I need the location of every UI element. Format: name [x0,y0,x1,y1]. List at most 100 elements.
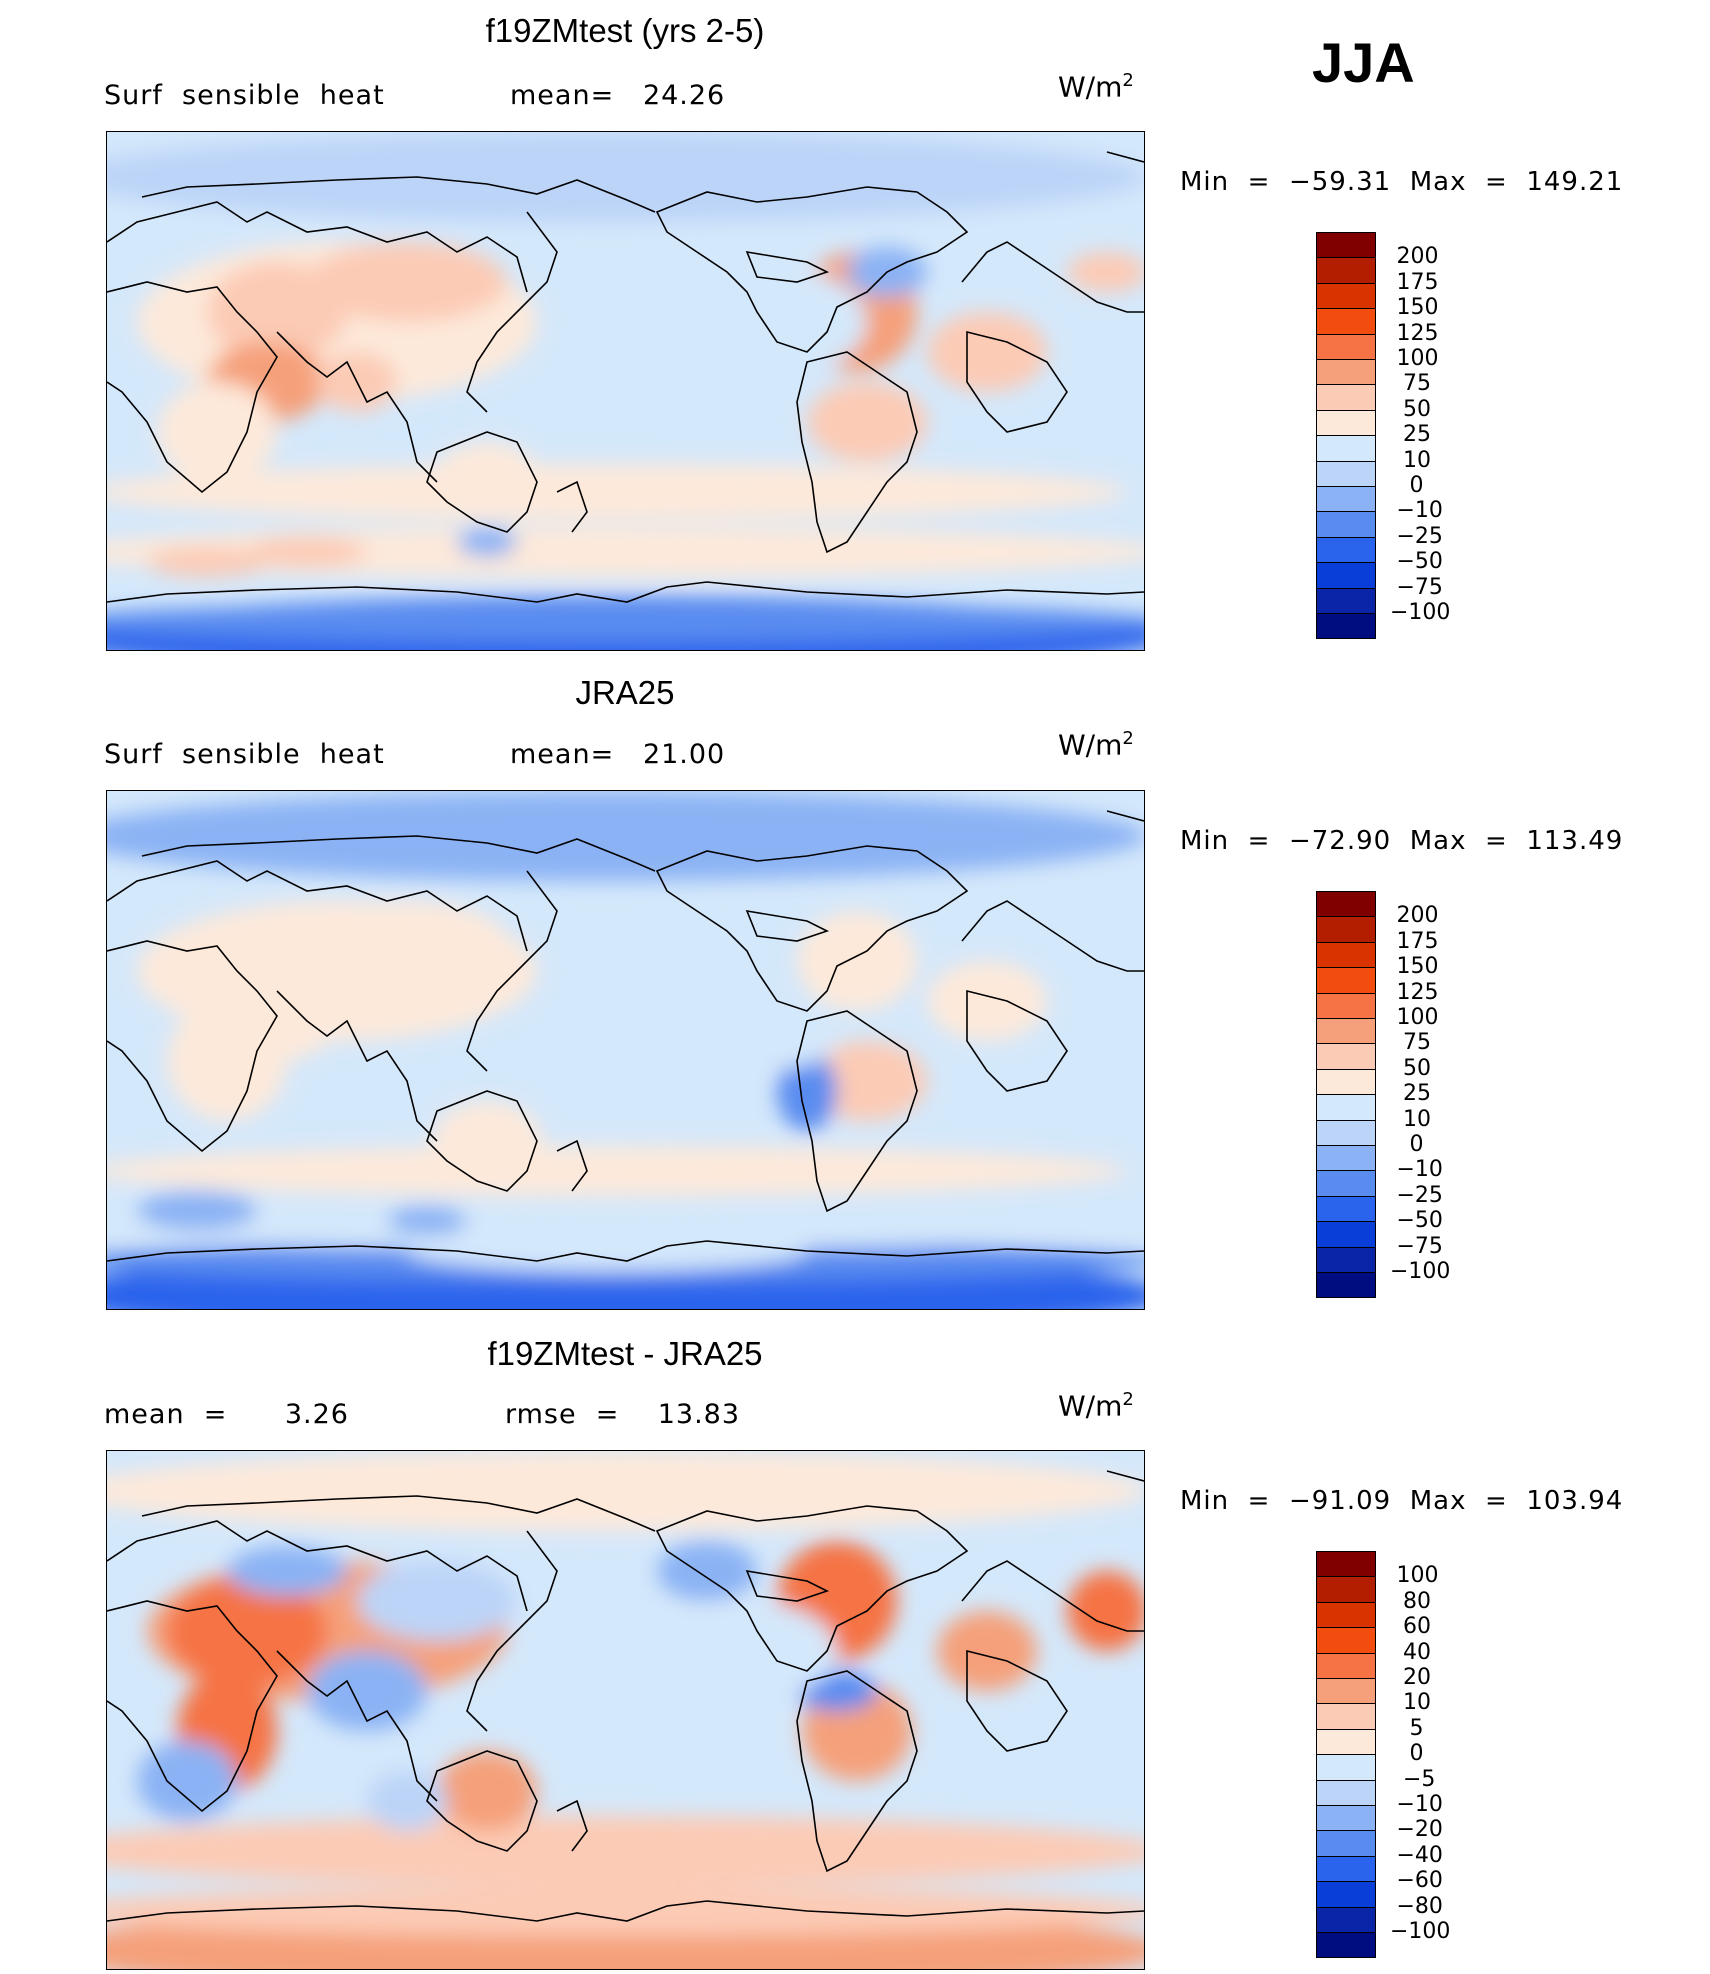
coastline [107,281,278,494]
coastline [745,1569,830,1602]
panel-2-units: W/m2 [1058,728,1134,762]
colorbar-swatch [1316,333,1376,360]
colorbar-swatch [1316,562,1376,589]
colorbar-swatch [1316,1703,1376,1730]
panel-1-map-svg [107,132,1144,650]
field-contours [107,1451,1144,1969]
field-region [657,1601,837,1701]
field-region [432,442,542,522]
colorbar-swatch [1316,1576,1376,1603]
colorbar-level-label: −40 [1396,1842,1443,1868]
panel-1-map[interactable] [106,131,1145,651]
colorbar-level-label: 100 [1396,346,1439,371]
colorbar-swatch [1316,1652,1376,1679]
colorbar-swatch [1316,916,1376,943]
colorbar-level-label: −80 [1396,1893,1443,1919]
field-region [807,1041,927,1121]
coastlines [107,151,1144,603]
panel-3-map-svg [107,1451,1144,1969]
colorbar-swatch [1316,587,1376,614]
colorbar-swatch [1316,1678,1376,1705]
coastlines [107,1470,1144,1922]
colorbar-swatch [1316,1068,1376,1096]
coastline [141,835,656,872]
field-region [107,1213,1144,1249]
field-region [107,1146,1127,1196]
field-region [387,1206,467,1236]
panel-3-title: f19ZMtest - JRA25 [487,1335,763,1372]
coastline [107,1520,528,1612]
field-region [107,1816,1144,1886]
colorbar-level-label: 150 [1396,954,1439,980]
field-region [927,312,1047,392]
field-region [437,1751,537,1831]
panel-2-minmax: Min = −72.90 Max = 113.49 [1180,826,1624,856]
coastline [745,250,830,283]
colorbar-swatch [1316,409,1376,437]
panel-1-title: f19ZMtest (yrs 2-5) [485,12,765,49]
colorbar-level-label: 50 [1403,1055,1431,1081]
colorbar-swatch [1316,1805,1376,1832]
colorbar-level-label: 175 [1396,928,1439,954]
colorbar-swatch [1316,359,1376,386]
field-region [147,547,267,577]
colorbar-level-label: −50 [1396,549,1443,575]
colorbar-level-label: 125 [1396,979,1439,1005]
coastline [107,1240,1144,1262]
panel-3-units: W/m2 [1058,1389,1134,1423]
coastline [796,351,918,554]
colorbar-level-label: 20 [1403,1665,1431,1690]
colorbar-level-label: −75 [1396,1233,1443,1259]
coastline [655,1505,969,1672]
coastline [961,241,1144,313]
colorbar-swatch [1316,1728,1376,1756]
panel-2-title: JRA25 [575,674,675,711]
colorbar-swatch [1316,308,1376,335]
colorbar-level-label: 5 [1409,1715,1424,1741]
field-region [107,1886,1144,1936]
colorbar-swatch [1316,967,1376,994]
coastline [426,1090,538,1192]
colorbar-level-label: 50 [1403,396,1431,422]
coastline [466,1530,558,1732]
field-region [937,1611,1037,1691]
colorbar-level-label: −50 [1396,1208,1443,1234]
field-region [927,961,1047,1041]
coastlines [107,810,1144,1262]
colorbar-swatch [1316,1145,1376,1172]
colorbar-level-label: −100 [1390,600,1451,625]
colorbar-swatch [1316,1246,1376,1273]
panel-2-map[interactable] [106,790,1145,1310]
panel-3-map[interactable] [106,1450,1145,1970]
field-region [432,1101,542,1181]
colorbar-level-label: −20 [1396,1817,1443,1843]
coastline [655,845,969,1012]
colorbar-level-label: 75 [1403,371,1431,397]
colorbar-level-label: 100 [1396,1563,1439,1589]
field-region [807,382,927,462]
field-region [357,1561,517,1641]
colorbar-level-label: 25 [1403,1081,1431,1107]
panel-1-mean-label: mean= 24.26 [510,80,726,111]
colorbar-level-label: 10 [1403,447,1431,473]
colorbar-swatch [1316,232,1376,259]
colorbar-swatch [1316,941,1376,969]
colorbar-swatch [1316,1272,1376,1299]
field-region [247,537,367,567]
field-region [107,464,1127,520]
colorbar-swatch [1316,257,1376,284]
coastline [466,211,558,413]
panel-3-minmax: Min = −91.09 Max = 103.94 [1180,1486,1624,1516]
panel-1-variable-label: Surf sensible heat [104,80,385,111]
field-region [107,1451,1144,1531]
colorbar-swatch [1316,613,1376,640]
colorbar-swatch [1316,1754,1376,1781]
colorbar-level-label: −25 [1396,523,1443,549]
colorbar-swatch [1316,1855,1376,1883]
colorbar-level-label: 75 [1403,1030,1431,1056]
colorbar-swatch [1316,1906,1376,1933]
coastline [655,186,969,353]
colorbar-swatch [1316,1779,1376,1806]
panel-2-variable-label: Surf sensible heat [104,739,385,770]
coastline [107,201,528,293]
